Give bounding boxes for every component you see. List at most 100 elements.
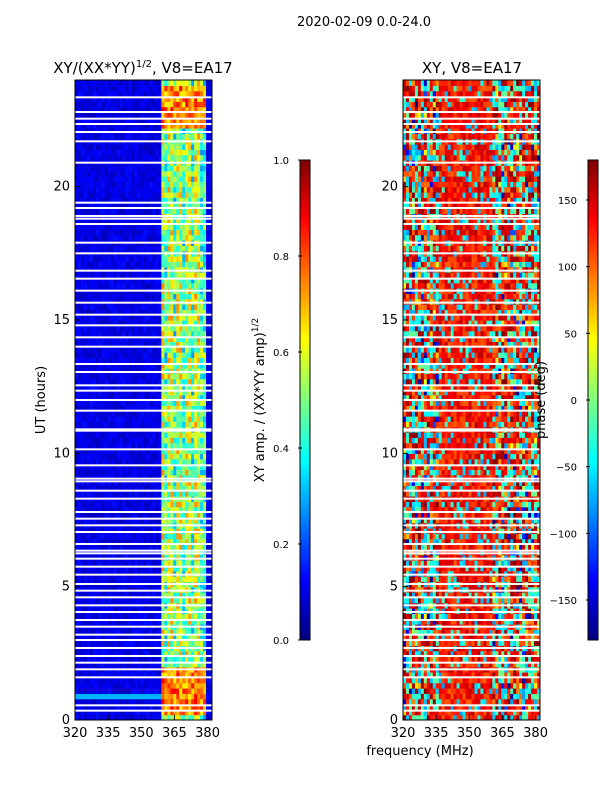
heatmap-cell [185,506,189,513]
heatmap-cell [155,165,159,172]
heatmap-cell [206,277,210,284]
heatmap-cell [143,517,148,524]
heatmap-cell [167,560,171,566]
heatmap-cell [75,373,79,380]
heatmap-cell [146,688,151,694]
heatmap-cell [155,629,159,636]
heatmap-cell [75,400,79,406]
heatmap-cell [167,661,171,668]
heatmap-cell [173,373,177,380]
heatmap-cell [83,261,88,268]
heatmap-cell [176,480,180,486]
heatmap-cell [140,517,145,524]
heatmap-cell [110,352,115,358]
heatmap-cell [176,272,180,278]
heatmap-cell [164,341,168,348]
heatmap-cell [131,389,136,396]
heatmap-cell [152,448,157,454]
heatmap-cell [176,506,180,513]
heatmap-cell [185,597,189,604]
heatmap-cell [113,586,118,593]
heatmap-cell [188,570,192,577]
heatmap-cell [155,352,159,358]
heatmap-cell [75,517,79,524]
heatmap-cell [200,592,204,598]
heatmap-cell [188,549,192,556]
heatmap-cell [164,458,168,465]
heatmap-cell [89,165,94,172]
heatmap-cell [164,656,168,662]
heatmap-cell [194,325,198,332]
heatmap-cell [131,698,136,705]
heatmap-cell [161,656,165,662]
heatmap-cell [143,261,148,268]
heatmap-cell [131,293,136,300]
heatmap-cell [164,560,168,566]
heatmap-cell [104,613,109,620]
heatmap-cell [104,528,109,534]
heatmap-cell [161,682,165,689]
heatmap-cell [98,533,103,540]
heatmap-cell [194,336,198,342]
heatmap-cell [173,661,177,668]
heatmap-cell [182,272,186,278]
heatmap-cell [89,565,94,572]
heatmap-cell [200,682,204,689]
heatmap-cell [83,517,88,524]
heatmap-cell [209,362,212,369]
heatmap-cell [113,405,118,412]
heatmap-cell [137,586,142,593]
heatmap-cell [137,442,142,449]
heatmap-cell [140,229,145,236]
heatmap-cell [140,533,145,540]
heatmap-cell [113,400,118,406]
heatmap-cell [98,224,103,230]
heatmap-cell [161,576,165,582]
heatmap-cell [113,186,118,193]
heatmap-cell [200,186,204,193]
heatmap-cell [194,389,198,396]
heatmap-cell [191,208,195,214]
heatmap-cell [176,709,180,716]
heatmap-cell [185,218,189,225]
heatmap-cell [98,362,103,369]
heatmap-cell [137,341,142,348]
heatmap-cell [104,394,109,401]
heatmap-cell [146,352,151,358]
heatmap-cell [209,336,212,342]
heatmap-cell [191,192,195,198]
heatmap-cell [203,336,207,342]
heatmap-cell [101,293,106,300]
heatmap-cell [167,544,171,550]
heatmap-cell [143,682,148,689]
heatmap-cell [134,650,139,657]
heatmap-cell [110,384,115,390]
heatmap-cell [95,330,100,337]
heatmap-cell [164,293,168,300]
heatmap-cell [80,661,85,668]
heatmap-cell [107,554,112,561]
heatmap-cell [101,224,106,230]
heatmap-cell [182,688,186,694]
heatmap-cell [146,272,151,278]
heatmap-cell [116,154,121,161]
heatmap-cell [122,373,127,380]
heatmap-cell [209,586,212,593]
heatmap-cell [104,704,109,710]
heatmap-cell [191,378,195,385]
heatmap-cell [95,464,100,470]
heatmap-cell [95,208,100,214]
heatmap-cell [161,208,165,214]
heatmap-cell [92,394,97,401]
heatmap-cell [80,181,85,188]
heatmap-cell [75,261,79,268]
heatmap-cell [122,474,127,481]
heatmap-cell [107,336,112,342]
heatmap-cell [125,469,130,476]
heatmap-cell [77,144,82,150]
heatmap-cell [128,368,133,374]
heatmap-cell [107,144,112,150]
heatmap-cell [125,474,130,481]
heatmap-cell [143,400,148,406]
heatmap-cell [164,400,168,406]
